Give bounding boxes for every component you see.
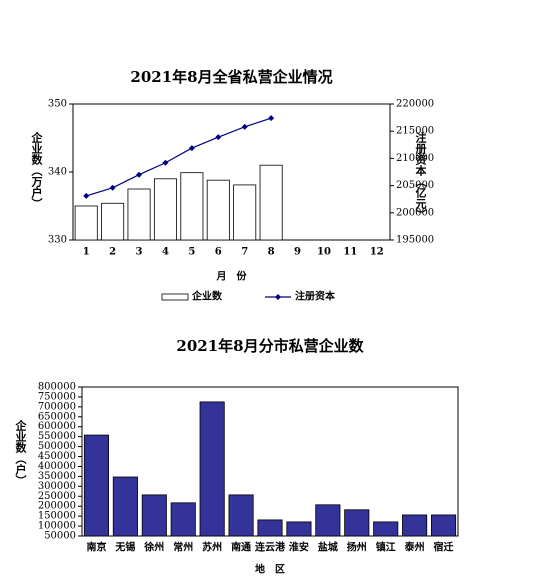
- x-tick-label: 徐州: [143, 541, 164, 554]
- legend-marker: [275, 294, 281, 300]
- y-tick-label: 350: [48, 99, 67, 110]
- x-tick-label: 宿迁: [434, 541, 454, 554]
- marker: [109, 184, 116, 191]
- bar: [206, 179, 230, 241]
- y-tick-label: 100000: [38, 521, 76, 532]
- bar: [430, 514, 457, 537]
- bar: [199, 401, 225, 537]
- x-tick-label: 2: [109, 247, 116, 258]
- x-axis-label: 月 份: [216, 270, 248, 283]
- bar: [153, 178, 177, 241]
- marker: [215, 134, 222, 141]
- x-tick-label: 泰州: [404, 541, 425, 554]
- x-tick-label: 镇江: [376, 541, 396, 554]
- x-tick-label: 南京: [86, 541, 106, 554]
- bar: [101, 202, 125, 241]
- x-tick-label: 11: [343, 247, 357, 258]
- plot-frame: [81, 386, 459, 537]
- y-tick-label: 750000: [38, 391, 76, 402]
- x-tick-label: 南通: [231, 541, 251, 554]
- y-tick-label: 450000: [38, 451, 76, 462]
- legend-label: 企业数: [191, 290, 223, 303]
- x-tick-label: 盐城: [318, 541, 338, 554]
- bar: [259, 164, 283, 241]
- y2-tick-label: 200000: [396, 207, 434, 218]
- bar: [112, 476, 138, 537]
- x-tick-label: 4: [162, 247, 169, 258]
- x-tick-label: 连云港: [255, 541, 286, 554]
- marker: [83, 192, 90, 199]
- marker: [162, 159, 169, 166]
- x-tick-label: 扬州: [347, 541, 367, 554]
- x-tick-label: 无锡: [114, 541, 135, 554]
- bar: [344, 509, 370, 537]
- x-axis-label: 地 区: [255, 563, 285, 576]
- x-tick-label: 7: [241, 247, 248, 258]
- marker: [241, 123, 248, 130]
- x-tick-label: 6: [215, 247, 222, 258]
- legend-swatch: [161, 293, 189, 301]
- y-tick-label: 340: [48, 167, 67, 178]
- x-tick-label: 10: [317, 247, 331, 258]
- y2-axis-label: 注册资本（亿元）: [414, 131, 428, 220]
- x-tick-label: 8: [268, 247, 275, 258]
- chart-title: 2021年8月全省私营企业情况: [130, 68, 332, 86]
- y2-tick-label: 215000: [396, 126, 434, 137]
- y-tick-label: 50000: [44, 531, 76, 542]
- y2-tick-label: 205000: [396, 180, 434, 191]
- y-tick-label: 350000: [38, 471, 76, 482]
- bar: [228, 494, 254, 537]
- line: [86, 117, 272, 197]
- chart-title: 2021年8月分市私营企业数: [176, 337, 364, 355]
- x-tick-label: 淮安: [289, 541, 309, 554]
- x-tick-label: 常州: [173, 541, 193, 554]
- y-tick-label: 330: [48, 235, 67, 246]
- bar: [286, 521, 312, 537]
- y-tick-label: 700000: [38, 401, 76, 412]
- y-tick-label: 150000: [38, 511, 76, 522]
- y-axis-label: 企业数（户）: [14, 419, 28, 486]
- x-tick-label: 12: [370, 247, 384, 258]
- y-axis-label: 企业数（万户）: [30, 131, 44, 209]
- x-tick-label: 3: [136, 247, 143, 258]
- y-tick-label: 200000: [38, 501, 76, 512]
- marker: [188, 145, 195, 152]
- bar: [170, 502, 196, 537]
- legend-label: 注册资本: [295, 290, 336, 303]
- bar: [402, 514, 428, 537]
- bar: [180, 172, 204, 241]
- x-tick-label: 1: [83, 247, 90, 258]
- bar: [315, 504, 341, 537]
- x-tick-label: 苏州: [202, 541, 222, 554]
- y2-tick-label: 220000: [396, 99, 434, 110]
- y2-tick-label: 210000: [396, 153, 434, 164]
- marker: [136, 171, 143, 178]
- bar: [373, 521, 399, 537]
- bar: [127, 188, 151, 241]
- y-tick-label: 600000: [38, 421, 76, 432]
- y-tick-label: 800000: [38, 382, 76, 393]
- marker: [268, 115, 275, 122]
- x-tick-label: 9: [294, 247, 301, 258]
- y2-tick-label: 195000: [396, 235, 434, 246]
- y-tick-label: 500000: [38, 441, 76, 452]
- y-tick-label: 650000: [38, 411, 76, 422]
- y-tick-label: 250000: [38, 491, 76, 502]
- y-tick-label: 300000: [38, 481, 76, 492]
- bar: [257, 519, 283, 537]
- y-tick-label: 400000: [38, 461, 76, 472]
- bar: [74, 205, 98, 241]
- bar: [141, 494, 167, 537]
- bar: [83, 434, 110, 537]
- y-tick-label: 550000: [38, 431, 76, 442]
- bar: [233, 184, 257, 241]
- x-tick-label: 5: [188, 247, 195, 258]
